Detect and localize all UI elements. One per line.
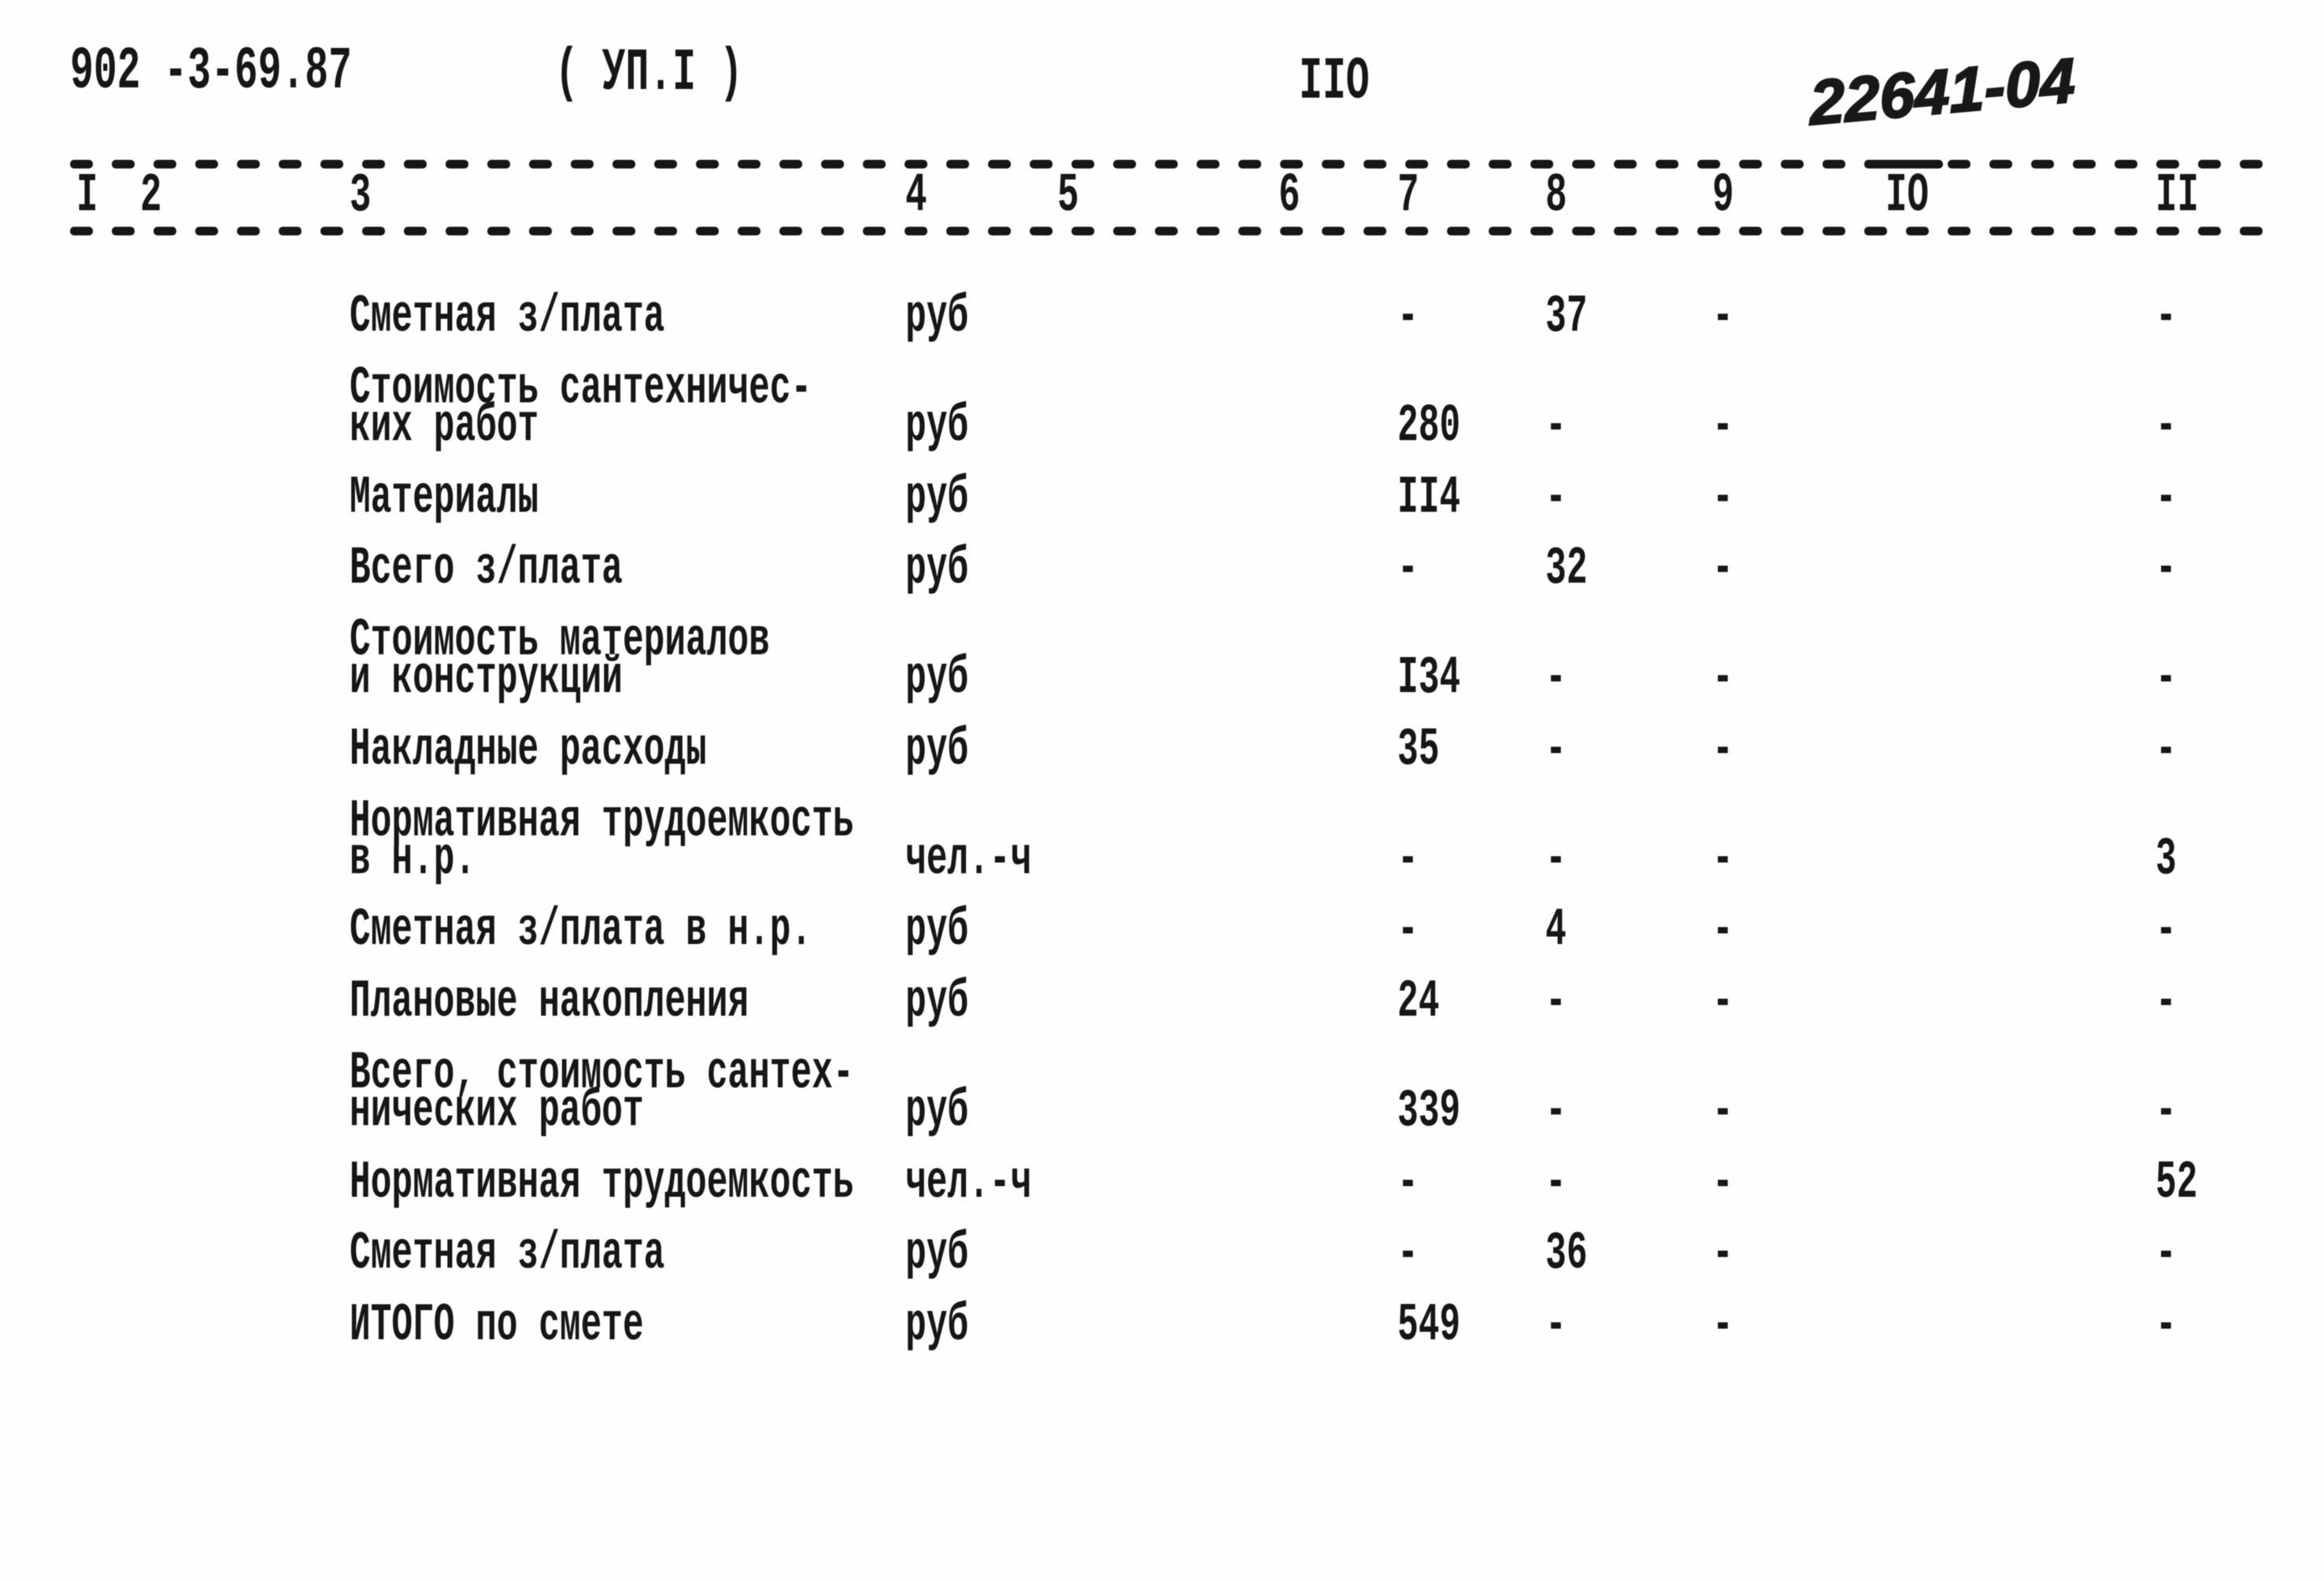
svg-text:22641-04: 22641-04 (1807, 46, 2076, 139)
